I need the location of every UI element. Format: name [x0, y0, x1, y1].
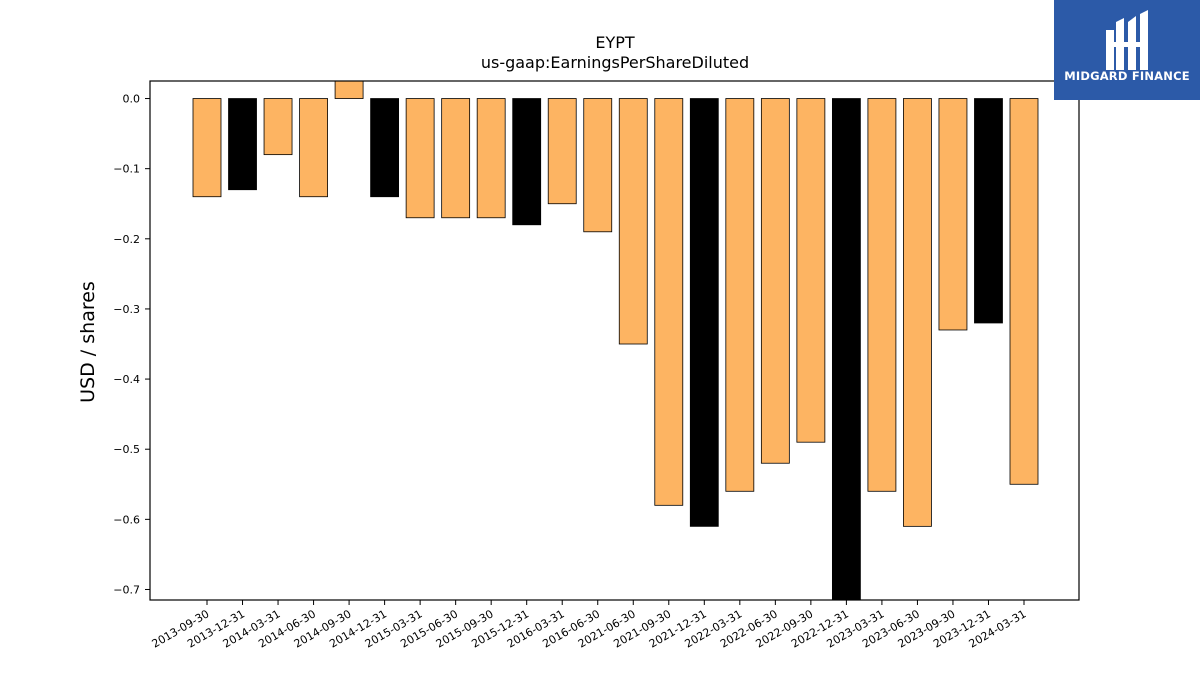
midgard-logo-icon [1054, 0, 1200, 100]
bars [192, 80, 1039, 601]
y-tick-label: −0.2 [113, 233, 140, 246]
y-axis: 0.0 −0.1 −0.2 −0.3 −0.4 −0.5 −0.6 −0.7 [113, 93, 150, 596]
chart-title: EYPT [595, 33, 635, 52]
bar-2015-12-31 [512, 98, 542, 226]
plot-frame [149, 80, 1080, 601]
bar-2015-03-31 [405, 98, 435, 219]
bar-2015-06-30 [441, 98, 471, 219]
bar-2013-12-31 [228, 98, 257, 191]
bar-2022-06-30 [760, 98, 790, 464]
y-tick-label: −0.7 [113, 583, 140, 596]
bar-2016-06-30 [583, 98, 613, 233]
brand-logo: MIDGARD FINANCE [1054, 0, 1200, 100]
bar-2014-12-31 [370, 98, 400, 198]
bar-2023-06-30 [903, 98, 932, 527]
bar-2014-03-31 [263, 98, 293, 156]
bar-2021-06-30 [618, 98, 648, 345]
bar-2013-09-30 [192, 98, 222, 198]
y-axis-label: USD / shares [77, 281, 99, 403]
bar-2024-03-31 [1009, 98, 1039, 485]
bar-2022-09-30 [796, 98, 826, 443]
bar-2022-03-31 [725, 98, 755, 492]
brand-name: MIDGARD FINANCE [1064, 69, 1190, 83]
bar-2022-12-31 [831, 98, 861, 601]
y-tick-label: −0.4 [113, 373, 140, 386]
x-axis: 2013-09-302013-12-312014-03-312014-06-30… [150, 600, 1029, 651]
bar-2023-09-30 [938, 98, 968, 331]
y-tick-label: 0.0 [123, 93, 141, 106]
bar-2021-12-31 [689, 98, 719, 527]
bar-2014-09-30 [334, 80, 364, 99]
chart-subtitle: us-gaap:EarningsPerShareDiluted [481, 53, 749, 72]
y-tick-label: −0.6 [113, 513, 140, 526]
y-tick-label: −0.1 [113, 163, 140, 176]
bar-2023-12-31 [974, 98, 1003, 324]
y-tick-label: −0.5 [113, 443, 140, 456]
bar-2015-09-30 [476, 98, 506, 219]
bar-2014-06-30 [299, 98, 328, 198]
bar-2016-03-31 [547, 98, 577, 205]
bar-2021-09-30 [654, 98, 684, 506]
bar-2023-03-31 [867, 98, 897, 492]
y-tick-label: −0.3 [113, 303, 140, 316]
